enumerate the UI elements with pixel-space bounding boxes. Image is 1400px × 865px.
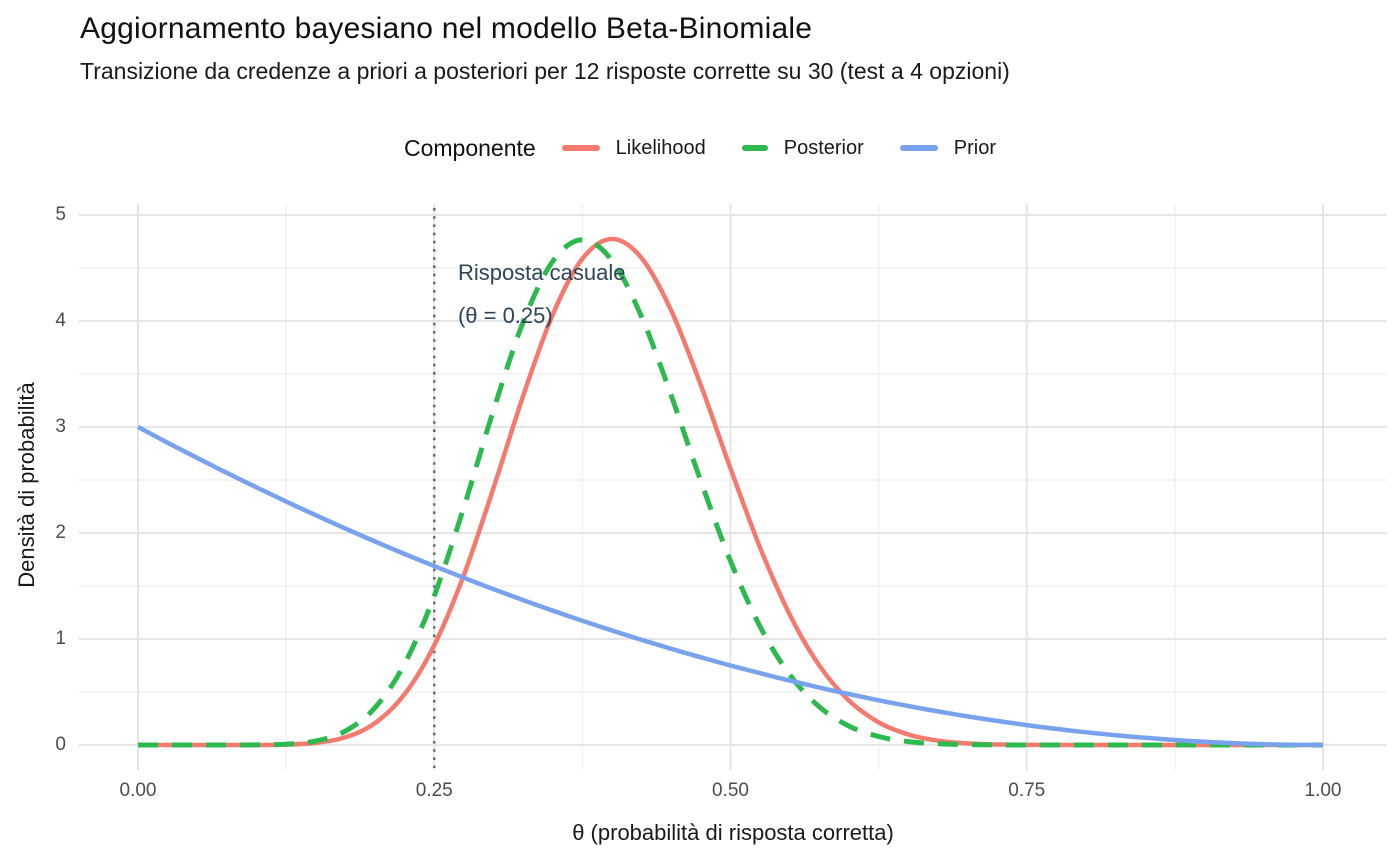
posterior-line-key-icon [741, 145, 768, 151]
likelihood-line-key-icon [561, 145, 600, 151]
x-tick-label: 0.25 [415, 780, 453, 801]
chart-title: Aggiornamento bayesiano nel modello Beta… [80, 12, 813, 45]
legend: Componente Likelihood Posterior Prior [0, 128, 1400, 168]
x-tick-label: 0.75 [1008, 780, 1046, 801]
legend-title: Componente [403, 134, 536, 161]
y-tick-label: 2 [55, 522, 66, 543]
curve-posterior [138, 237, 1323, 748]
x-tick-label: 0.50 [712, 780, 749, 801]
y-tick-label: 4 [55, 310, 66, 331]
y-tick-label: 5 [55, 204, 66, 225]
legend-label-prior: Prior [953, 136, 997, 159]
curve-prior [136, 425, 1324, 748]
legend-label-likelihood: Likelihood [615, 136, 706, 159]
gridlines-minor [79, 204, 1387, 770]
prior-line-key-icon [899, 145, 938, 151]
y-tick-label: 1 [55, 628, 66, 649]
gridlines-major [79, 204, 1387, 770]
legend-item-likelihood: Likelihood [561, 136, 706, 160]
legend-item-prior: Prior [899, 136, 997, 160]
annotation-line2: (θ = 0.25) [457, 302, 553, 328]
annotation-line1: Risposta casuale [457, 259, 626, 285]
y-tick-label: 3 [55, 416, 66, 437]
x-tick-label: 1.00 [1304, 780, 1342, 801]
chart-subtitle: Transizione da credenze a priori a poste… [80, 58, 1010, 84]
legend-label-posterior: Posterior [783, 136, 864, 159]
y-axis-title: Densità di probabilità [14, 382, 39, 588]
x-axis-title: θ (probabilità di risposta corretta) [572, 820, 894, 845]
x-tick-label: 0.00 [119, 780, 157, 801]
y-tick-label: 0 [55, 734, 66, 755]
legend-item-posterior: Posterior [741, 136, 864, 160]
density-curves [136, 236, 1324, 748]
